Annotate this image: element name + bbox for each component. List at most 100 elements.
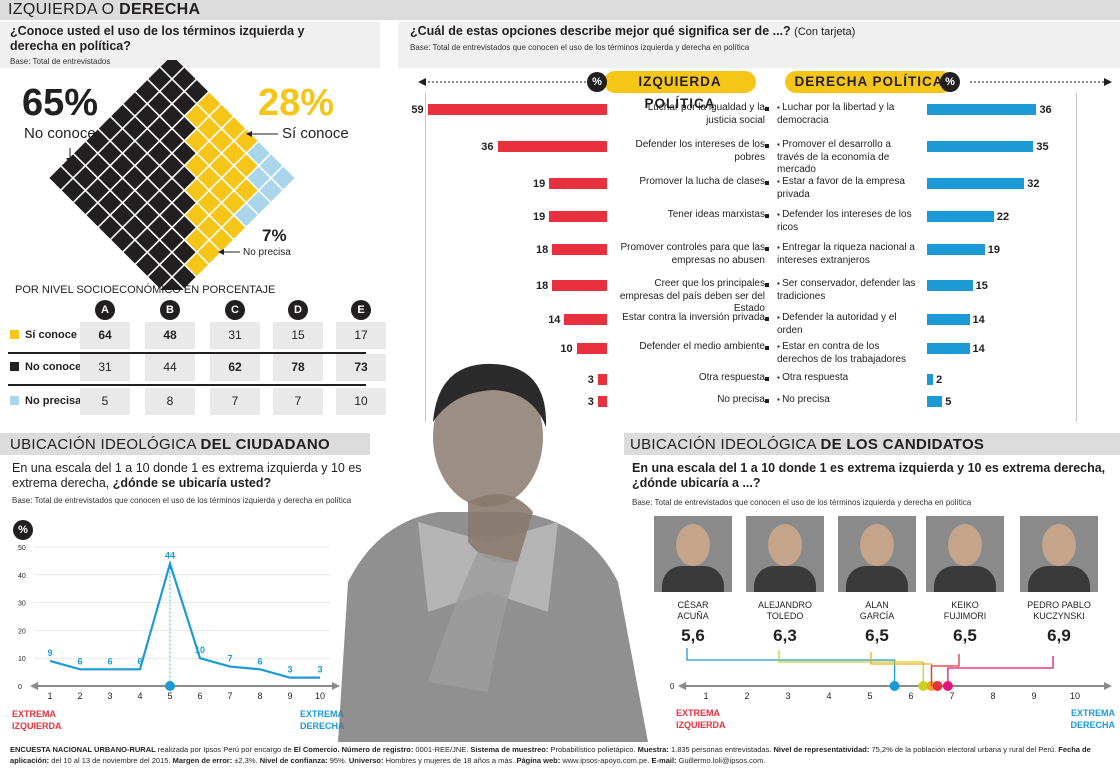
knowledge-question-bar xyxy=(0,22,380,68)
right-bar xyxy=(927,343,970,354)
meaning-question-note: (Con tarjeta) xyxy=(794,26,856,38)
right-category-text: Entregar la riqueza nacional a intereses… xyxy=(777,242,915,266)
nse-level-e-badge: E xyxy=(351,300,371,320)
portrait-face xyxy=(860,524,894,566)
nse-cell: 64 xyxy=(80,322,130,349)
portrait-face xyxy=(948,524,982,566)
bullet-icon: ▪ xyxy=(777,210,783,219)
left-bar-value: 59 xyxy=(411,104,424,116)
left-category-label: Estar contra la inversión privada xyxy=(622,312,765,323)
citizen-data-label: 7 xyxy=(227,654,232,664)
left-header-text: IZQUIERDA POLÍTICA xyxy=(638,74,722,111)
knowledge-question: ¿Conoce usted el uso de los términos izq… xyxy=(10,24,305,53)
nse-level-a-badge: A xyxy=(95,300,115,320)
left-bar xyxy=(552,280,607,291)
candidate-portrait xyxy=(1020,516,1098,592)
x-tick-label: 9 xyxy=(287,691,292,701)
citizen-pct-badge: % xyxy=(13,520,33,540)
portrait-face xyxy=(1042,524,1076,566)
candidate-connector xyxy=(930,654,960,686)
candidates-x-tick: 4 xyxy=(826,691,831,701)
nse-level-d-badge: D xyxy=(288,300,308,320)
left-bar xyxy=(564,314,607,325)
left-bullet-icon xyxy=(765,214,769,218)
right-category-label: ▪ Otra respuesta xyxy=(777,372,917,385)
citizen-left-extreme-label: IZQUIERDA xyxy=(12,721,62,731)
nse-row-label: No precisa xyxy=(10,395,81,407)
right-category-label: ▪ Promover el desarrollo a través de la … xyxy=(777,139,917,177)
left-category-label: Promover la lucha de clases xyxy=(639,176,765,187)
nse-cell: 31 xyxy=(210,322,260,349)
x-tick-label: 7 xyxy=(227,691,232,701)
candidates-left-extreme-label: IZQUIERDA xyxy=(676,720,726,730)
left-category-label: Defender el medio ambiente xyxy=(639,341,765,352)
candidate-name: ALEJANDRO TOLEDO xyxy=(740,600,830,622)
right-bar xyxy=(927,244,985,255)
x-tick-label: 8 xyxy=(257,691,262,701)
citizen-data-label: 6 xyxy=(107,656,112,666)
bullet-icon: ▪ xyxy=(777,243,783,252)
left-bar-value: 14 xyxy=(548,314,561,326)
candidates-base: Base: Total de entrevistados que conocen… xyxy=(632,498,972,507)
citizen-data-label: 6 xyxy=(77,656,82,666)
left-category-label: Luchar por la igualdad y la justicia soc… xyxy=(647,102,765,126)
waffle-cell xyxy=(86,154,109,177)
candidates-title-plain: UBICACIÓN IDEOLÓGICA xyxy=(630,436,821,453)
candidate-name: PEDRO PABLO KUCZYNSKI xyxy=(1014,600,1104,622)
right-bar-value: 22 xyxy=(996,211,1010,223)
candidate-marker xyxy=(932,681,943,691)
right-bar-value: 15 xyxy=(975,280,988,292)
citizen-series-line xyxy=(49,559,320,679)
left-header-pill: IZQUIERDA POLÍTICA xyxy=(604,71,756,111)
right-bar xyxy=(927,314,970,325)
candidates-right-extreme-label: DERECHA xyxy=(1070,720,1115,730)
left-bar-value: 36 xyxy=(481,141,494,153)
citizen-data-label: 3 xyxy=(317,665,322,675)
left-bullet-icon xyxy=(765,317,769,321)
left-bar-value: 10 xyxy=(560,343,573,355)
right-category-label: ▪ Defender los intereses de los ricos xyxy=(777,209,917,234)
citizen-base: Base: Total de entrevistados que conocen… xyxy=(12,496,352,505)
no-precisa-arrowhead xyxy=(218,249,224,255)
page-title: IZQUIERDA O DERECHA xyxy=(8,1,200,19)
waffle-cell xyxy=(61,179,85,202)
left-bar-value: 3 xyxy=(587,396,594,408)
portrait-shoulders xyxy=(662,566,724,592)
waffle-cell xyxy=(160,278,184,290)
bullet-icon: ▪ xyxy=(777,177,783,186)
citizen-title-bold: DEL CIUDADANO xyxy=(200,436,330,453)
nse-level-c-badge: C xyxy=(225,300,245,320)
citizen-data-label: 6 xyxy=(257,656,262,666)
candidates-axis-right-arrow xyxy=(1104,682,1112,690)
left-bullet-icon xyxy=(765,181,769,185)
x-tick-label: 2 xyxy=(77,691,82,701)
candidates-x-tick: 5 xyxy=(867,691,872,701)
y-tick-label: 0 xyxy=(18,684,22,691)
citizen-right-extreme-label: EXTREMA xyxy=(300,709,345,719)
left-bullet-icon xyxy=(765,377,769,381)
candidates-x-tick: 7 xyxy=(949,691,954,701)
citizen-question-text: En una escala del 1 a 10 donde 1 es extr… xyxy=(12,461,362,490)
left-bar-value: 18 xyxy=(536,280,549,292)
candidate-marker xyxy=(889,681,900,691)
left-category-label: Tener ideas marxistas xyxy=(667,209,765,220)
portrait-shoulders xyxy=(1028,566,1090,592)
y-tick-label: 10 xyxy=(18,656,26,663)
candidates-left-extreme-label: EXTREMA xyxy=(676,708,721,718)
candidate-name-line1: CÉSAR xyxy=(677,600,709,610)
candidate-score: 6,5 xyxy=(865,626,889,645)
right-bar xyxy=(927,396,943,407)
left-pct-badge: % xyxy=(587,72,607,92)
right-bar-value: 19 xyxy=(987,244,1000,256)
no-conoce-arrowhead xyxy=(66,158,74,164)
candidates-axis-left-arrow xyxy=(678,682,686,690)
nse-cell: 7 xyxy=(273,388,323,415)
y-tick-label: 20 xyxy=(18,628,26,635)
candidates-x-tick: 9 xyxy=(1031,691,1036,701)
right-category-label: ▪ Luchar por la libertad y la democracia xyxy=(777,102,917,127)
bullet-icon: ▪ xyxy=(777,342,783,351)
waffle-chart xyxy=(49,60,295,290)
nse-row-label: No conoce xyxy=(10,361,81,373)
si-conoce-pct: 28% xyxy=(258,82,335,124)
left-category-label: Promover controles para que las empresas… xyxy=(620,242,765,266)
